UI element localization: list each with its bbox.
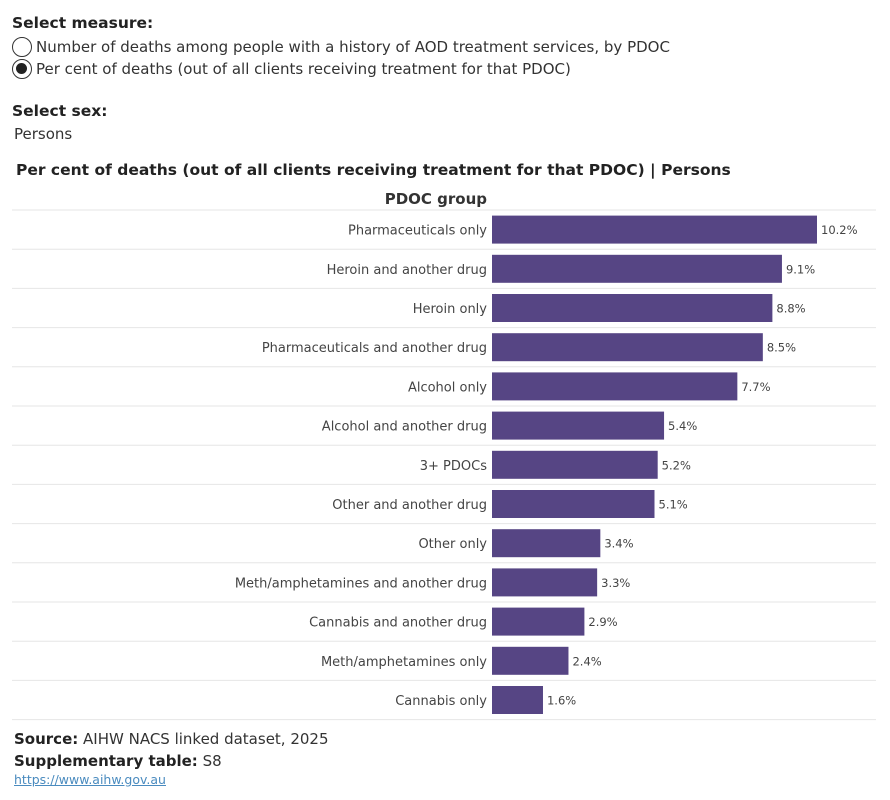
category-label: Meth/amphetamines only xyxy=(321,655,487,670)
sex-selector-value[interactable]: Persons xyxy=(14,125,73,143)
data-label: 7.7% xyxy=(741,380,770,394)
chart-title: Per cent of deaths (out of all clients r… xyxy=(16,161,731,179)
bar xyxy=(492,568,598,597)
source-label: Source: xyxy=(14,730,79,748)
category-label: Alcohol and another drug xyxy=(322,420,487,435)
sex-label: Select sex: xyxy=(12,102,108,120)
measure-option-count[interactable]: Number of deaths among people with a his… xyxy=(12,36,670,58)
table-label: Supplementary table: xyxy=(14,752,198,770)
category-label: Pharmaceuticals and another drug xyxy=(262,341,487,356)
category-label: Pharmaceuticals only xyxy=(348,224,487,239)
bar xyxy=(492,411,665,440)
bar xyxy=(492,254,782,283)
bar xyxy=(492,607,585,636)
category-label: Other and another drug xyxy=(332,498,487,513)
category-label: Alcohol only xyxy=(408,380,487,395)
bar xyxy=(492,450,658,479)
data-label: 8.8% xyxy=(776,302,805,316)
category-axis-header: PDOC group xyxy=(384,190,487,208)
category-label: Cannabis and another drug xyxy=(309,616,487,631)
bar xyxy=(492,490,655,518)
data-label: 5.1% xyxy=(659,498,688,512)
bar xyxy=(492,686,543,714)
category-label: Meth/amphetamines and another drug xyxy=(235,576,487,591)
data-label: 3.4% xyxy=(604,537,633,551)
category-label: Heroin and another drug xyxy=(327,263,487,278)
bar xyxy=(492,646,569,675)
category-label: Cannabis only xyxy=(395,694,487,709)
data-label: 2.9% xyxy=(588,615,617,629)
radio-unchecked[interactable] xyxy=(12,37,32,57)
bar xyxy=(492,215,817,244)
data-label: 9.1% xyxy=(786,262,815,276)
measure-option-percent[interactable]: Per cent of deaths (out of all clients r… xyxy=(12,58,571,80)
data-label: 3.3% xyxy=(601,576,630,590)
data-label: 5.2% xyxy=(662,458,691,472)
radio-checked[interactable] xyxy=(12,59,32,79)
aihw-link[interactable]: https://www.aihw.gov.au xyxy=(14,772,166,787)
bar xyxy=(492,372,738,401)
source-text: AIHW NACS linked dataset, 2025 xyxy=(83,730,329,748)
data-label: 10.2% xyxy=(821,223,858,237)
data-label: 2.4% xyxy=(572,654,601,668)
category-label: Heroin only xyxy=(413,302,488,317)
category-label: 3+ PDOCs xyxy=(420,459,487,474)
measure-option-count-label: Number of deaths among people with a his… xyxy=(36,38,670,56)
bar xyxy=(492,294,773,322)
measure-label: Select measure: xyxy=(12,14,154,32)
measure-option-percent-label: Per cent of deaths (out of all clients r… xyxy=(36,60,571,78)
bar xyxy=(492,333,763,362)
category-label: Other only xyxy=(418,537,487,552)
bar xyxy=(492,529,601,558)
data-label: 8.5% xyxy=(767,341,796,355)
data-label: 1.6% xyxy=(547,694,576,708)
table-text: S8 xyxy=(202,752,222,770)
table-line: Supplementary table: S8 xyxy=(14,752,222,770)
data-label: 5.4% xyxy=(668,419,697,433)
source-line: Source: AIHW NACS linked dataset, 2025 xyxy=(14,730,329,748)
